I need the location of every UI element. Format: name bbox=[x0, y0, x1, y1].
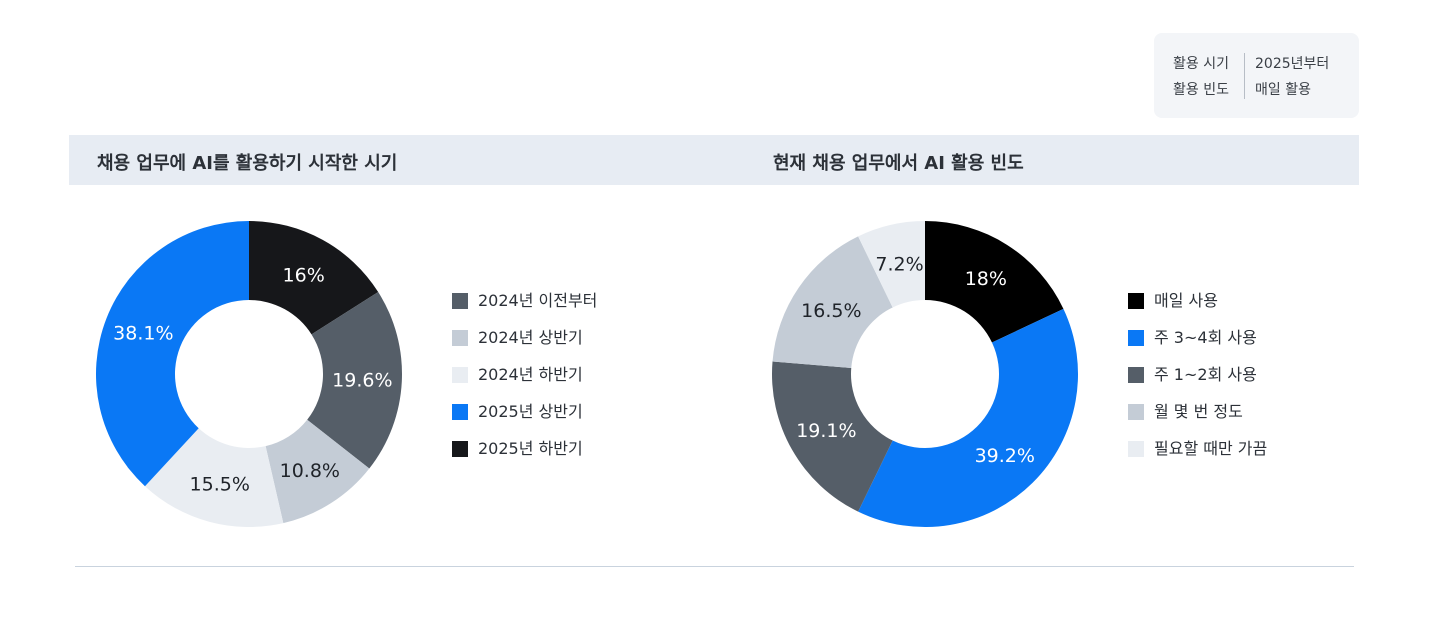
legend-label: 2024년 이전부터 bbox=[478, 291, 598, 310]
legend-swatch bbox=[452, 441, 468, 457]
slice-value-label: 39.2% bbox=[975, 445, 1035, 467]
legend-label: 매일 사용 bbox=[1154, 291, 1218, 310]
info-key: 활용 시기 bbox=[1173, 56, 1229, 72]
legend-label: 2025년 상반기 bbox=[478, 402, 583, 421]
slice-value-label: 38.1% bbox=[113, 323, 173, 345]
info-row-frequency: 활용 빈도 매일 활용 bbox=[1154, 79, 1359, 101]
donut-slice-2024년-상반기 bbox=[265, 419, 370, 524]
legend-swatch bbox=[1128, 330, 1144, 346]
info-key: 활용 빈도 bbox=[1173, 82, 1229, 98]
info-separator bbox=[1244, 53, 1245, 99]
donut-slice-월-몇-번-정도 bbox=[772, 236, 893, 368]
slice-value-label: 16% bbox=[283, 265, 325, 287]
bottom-divider bbox=[75, 566, 1354, 567]
legend-swatch bbox=[1128, 441, 1144, 457]
chart-title-start-timing: 채용 업무에 AI를 활용하기 시작한 시기 bbox=[97, 153, 398, 174]
donut-slice-2025년-하반기 bbox=[249, 221, 379, 335]
legend-label: 필요할 때만 가끔 bbox=[1154, 439, 1268, 458]
donut-chart-start-timing: 16% 19.6% 10.8% 15.5% 38.1% bbox=[95, 221, 402, 527]
legend-label: 2024년 하반기 bbox=[478, 365, 583, 384]
info-row-timing: 활용 시기 2025년부터 bbox=[1154, 53, 1359, 75]
donut-slice-2024년-이전부터 bbox=[307, 292, 402, 469]
slice-value-label: 15.5% bbox=[190, 474, 250, 496]
donut-slice-필요할-때만-가끔 bbox=[858, 221, 925, 308]
legend-swatch bbox=[452, 293, 468, 309]
donut-slice-2025년-상반기 bbox=[95, 221, 249, 487]
donut-slice-주-1~2회-사용 bbox=[772, 361, 893, 512]
legend-label: 2025년 하반기 bbox=[478, 439, 583, 458]
legend-swatch bbox=[452, 404, 468, 420]
legend-swatch bbox=[1128, 367, 1144, 383]
slice-value-label: 7.2% bbox=[875, 253, 923, 275]
info-value: 매일 활용 bbox=[1255, 82, 1311, 98]
legend-label: 월 몇 번 정도 bbox=[1154, 402, 1243, 421]
info-box: 활용 시기 2025년부터 활용 빈도 매일 활용 bbox=[1154, 33, 1359, 118]
legend-label: 2024년 상반기 bbox=[478, 328, 583, 347]
donut-chart-usage-frequency: 18% 39.2% 19.1% 16.5% 7.2% bbox=[772, 221, 1079, 528]
slice-value-label: 16.5% bbox=[801, 300, 861, 322]
info-value: 2025년부터 bbox=[1255, 56, 1330, 72]
slice-value-label: 10.8% bbox=[280, 460, 340, 482]
chart-header-bar: 채용 업무에 AI를 활용하기 시작한 시기 현재 채용 업무에서 AI 활용 … bbox=[69, 135, 1359, 185]
slice-value-label: 18% bbox=[965, 268, 1007, 290]
legend-swatch bbox=[452, 330, 468, 346]
slice-value-label: 19.6% bbox=[332, 370, 392, 392]
donut-slice-주-3~4회-사용 bbox=[858, 308, 1079, 528]
legend-label: 주 1~2회 사용 bbox=[1154, 365, 1257, 384]
donut-slice-2024년-하반기 bbox=[144, 428, 284, 527]
legend-swatch bbox=[452, 367, 468, 383]
chart-title-usage-frequency: 현재 채용 업무에서 AI 활용 빈도 bbox=[773, 153, 1024, 174]
slice-value-label: 19.1% bbox=[796, 420, 856, 442]
legend-swatch bbox=[1128, 293, 1144, 309]
legend-swatch bbox=[1128, 404, 1144, 420]
legend-label: 주 3~4회 사용 bbox=[1154, 328, 1257, 347]
donut-slice-매일-사용 bbox=[925, 221, 1064, 343]
